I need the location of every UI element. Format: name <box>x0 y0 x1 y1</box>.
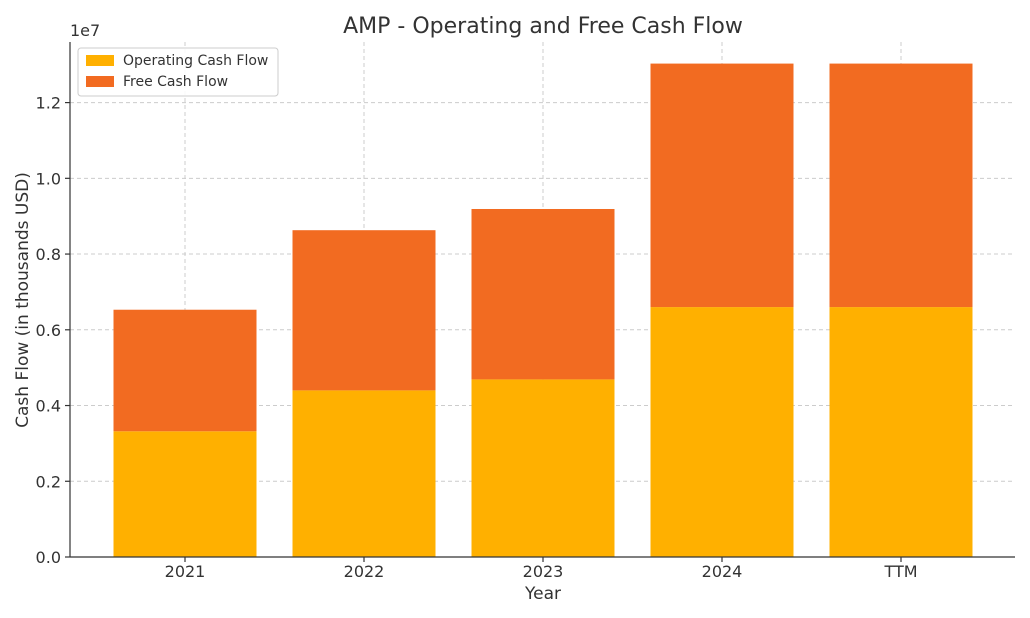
y-tick-label: 0.4 <box>36 397 61 416</box>
legend-box <box>77 47 279 97</box>
bar-operating-cash-flow-2021 <box>113 431 257 557</box>
legend-label-operating-cash-flow: Operating Cash Flow <box>123 53 268 69</box>
x-axis-label: Year <box>524 584 561 604</box>
bar-free-cash-flow-2024 <box>650 63 794 308</box>
y-ticks: 0.0 0.2 0.4 0.6 0.8 1.0 1.2 <box>36 94 70 567</box>
y-tick-label: 0.0 <box>36 548 61 567</box>
x-tick-label: 2023 <box>523 562 564 581</box>
bar-free-cash-flow-ttm <box>829 63 973 308</box>
y-tick-label: 1.2 <box>36 94 61 113</box>
y-tick-label: 0.6 <box>36 321 61 340</box>
x-tick-label: 2022 <box>344 562 385 581</box>
legend-label-free-cash-flow: Free Cash Flow <box>123 74 228 90</box>
bar-operating-cash-flow-2024 <box>650 307 794 557</box>
x-tick-label: 2024 <box>702 562 743 581</box>
legend: Operating Cash Flow Free Cash Flow <box>77 47 279 97</box>
y-tick-label: 0.2 <box>36 472 61 491</box>
bar-free-cash-flow-2023 <box>471 208 615 380</box>
x-ticks: 2021 2022 2023 2024 TTM <box>165 557 918 581</box>
y-axis-label: Cash Flow (in thousands USD) <box>13 172 33 428</box>
bar-operating-cash-flow-2022 <box>292 390 436 557</box>
bar-operating-cash-flow-ttm <box>829 307 973 557</box>
bar-operating-cash-flow-2023 <box>471 379 615 557</box>
legend-swatch-operating-cash-flow <box>86 55 114 66</box>
y-offset-label: 1e7 <box>70 21 100 40</box>
y-tick-label: 0.8 <box>36 245 61 264</box>
legend-swatch-free-cash-flow <box>86 76 114 87</box>
x-tick-label: 2021 <box>165 562 206 581</box>
x-tick-label: TTM <box>883 562 917 581</box>
bar-free-cash-flow-2021 <box>113 309 257 432</box>
y-tick-label: 1.0 <box>36 169 61 188</box>
bars <box>113 63 973 557</box>
bar-free-cash-flow-2022 <box>292 230 436 391</box>
chart-title: AMP - Operating and Free Cash Flow <box>343 14 743 39</box>
